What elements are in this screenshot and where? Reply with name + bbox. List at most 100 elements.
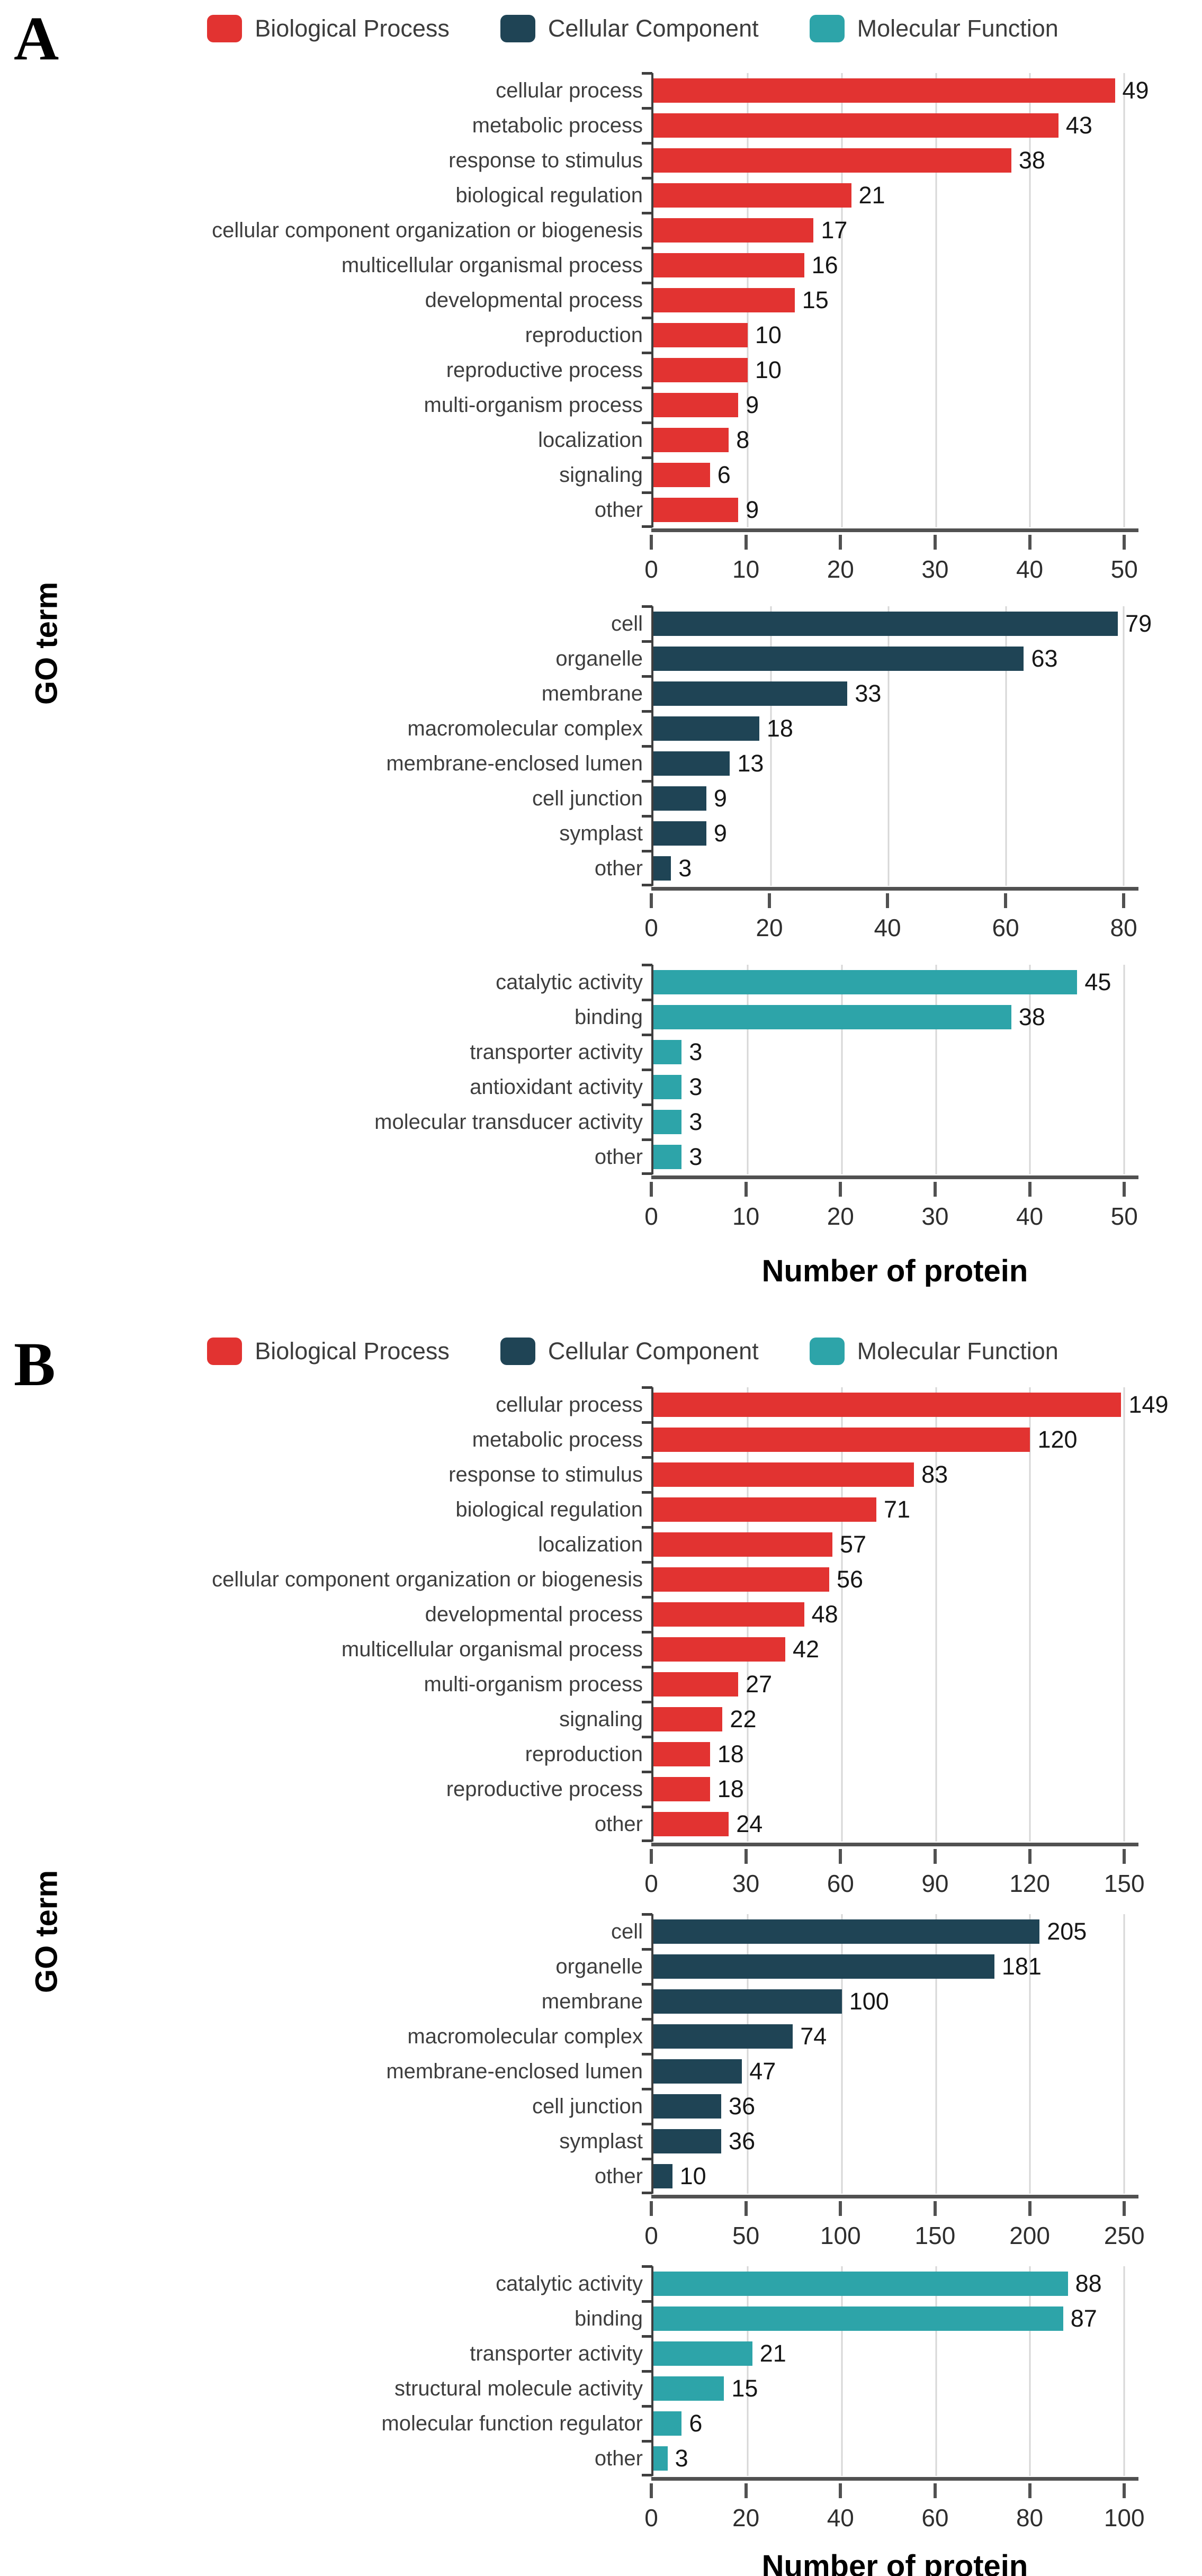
- category-label: localization: [538, 1533, 643, 1556]
- x-axis-tick-label: 0: [644, 2504, 658, 2532]
- bar-row: 79: [653, 606, 1152, 641]
- category-label: metabolic process: [472, 1428, 643, 1451]
- y-axis-tick: [642, 1526, 652, 1529]
- value-label: 27: [746, 1671, 773, 1698]
- y-axis-title-go-term: GO term: [29, 581, 64, 705]
- gridline: [747, 965, 749, 1174]
- bar-row: 15: [653, 283, 1138, 318]
- bar-row: 45: [653, 965, 1138, 1000]
- bar: [653, 1672, 739, 1697]
- category-label: cell: [611, 612, 643, 635]
- plot-column: 205 181 100 74 47 36 36 10 0 50 100 150 200 250: [642, 1913, 1145, 2254]
- category-label: cell junction: [532, 2095, 643, 2118]
- gridline: [887, 606, 890, 886]
- bar: [653, 1040, 682, 1064]
- value-label: 8: [736, 426, 750, 453]
- x-axis-tick: 0: [644, 535, 658, 583]
- plot-column: 45 38 3 3 3 3 0 10 20 30 40 50: [642, 964, 1138, 1234]
- category-label: organelle: [555, 647, 643, 670]
- bar-chart-a-biological-process: cellular process metabolic process respons…: [64, 72, 1202, 587]
- x-axis-tick-label: 60: [827, 1870, 854, 1897]
- gridlines: [653, 2266, 1138, 2476]
- value-label: 36: [729, 2128, 756, 2155]
- legend-swatch-molecular-function: [809, 1338, 845, 1365]
- x-axis-tick-label: 20: [756, 914, 783, 941]
- plot-area: 45 38 3 3 3 3: [642, 964, 1138, 1175]
- bar: [653, 1567, 829, 1592]
- bar: [653, 2411, 682, 2436]
- y-axis-tick: [642, 525, 652, 528]
- bar-row: 13: [653, 746, 1138, 781]
- gridline: [841, 1914, 843, 2194]
- x-axis-tick-label: 60: [921, 2504, 949, 2532]
- bar-row: 88: [653, 2266, 1138, 2301]
- value-label: 38: [1018, 1003, 1045, 1030]
- value-label: 10: [679, 2162, 706, 2189]
- bar: [653, 2306, 1063, 2331]
- legend-item-molecular-function: Molecular Function: [809, 1338, 1059, 1365]
- x-axis-tick-label: 40: [1016, 1202, 1044, 1230]
- bar: [653, 2094, 722, 2119]
- bar: [653, 1532, 832, 1557]
- bar-row: 10: [653, 318, 1138, 353]
- y-axis-tick: [642, 964, 652, 966]
- legend-label: Biological Process: [255, 1338, 450, 1365]
- bar-chart-a-molecular-function: catalytic activity binding transporter act…: [64, 964, 1202, 1234]
- plot-column: 49 43 38 21 17 16 15 10 10 9 8 6 9 0 10 20 30 40 50: [642, 72, 1149, 587]
- category-label: localization: [538, 428, 643, 452]
- x-axis-tick: 30: [921, 535, 949, 583]
- bar-row: 120: [653, 1422, 1138, 1457]
- bar: [653, 253, 804, 277]
- bar-row: 43: [653, 108, 1138, 143]
- bar: [653, 647, 1024, 671]
- value-label: 49: [1122, 77, 1149, 104]
- bar-row: 3: [653, 1105, 1138, 1139]
- y-axis-tick: [642, 142, 652, 145]
- panel-a-letter: A: [14, 4, 59, 73]
- category-label: signaling: [559, 1708, 643, 1731]
- x-axis-tick-label: 150: [914, 2222, 956, 2249]
- x-axis-tick-label: 250: [1104, 2222, 1145, 2249]
- gridlines: [653, 1914, 1138, 2194]
- y-axis-tick: [642, 247, 652, 249]
- category-label: cellular component organization or bioge…: [212, 219, 643, 242]
- category-label: organelle: [555, 1955, 643, 1978]
- bar: [653, 393, 739, 417]
- bar-chart-a-cellular-component: cell organelle membrane macromolecular comp…: [64, 605, 1202, 946]
- x-axis-tick: 40: [827, 2483, 854, 2532]
- y-axis-tick: [642, 282, 652, 284]
- bars: 205 181 100 74 47 36 36 10: [653, 1914, 1138, 2194]
- bar: [653, 1812, 729, 1836]
- bar: [653, 1742, 710, 1766]
- legend-label: Molecular Function: [857, 1338, 1059, 1365]
- bar-row: 38: [653, 1000, 1138, 1035]
- y-axis-tick: [642, 1948, 652, 1951]
- bar-row: 21: [653, 2336, 1138, 2371]
- y-axis-tick: [642, 815, 652, 818]
- category-label: macromolecular complex: [407, 2025, 643, 2048]
- value-label: 10: [755, 356, 782, 383]
- bar-chart-b-cellular-component: cell organelle membrane macromolecular comp…: [64, 1913, 1202, 2254]
- gridline: [770, 606, 772, 886]
- x-axis-tick-label: 40: [1016, 555, 1044, 583]
- x-axis-tick-label: 30: [732, 1870, 760, 1897]
- value-label: 3: [689, 1143, 703, 1170]
- category-labels: catalytic activity binding transporter act…: [64, 2266, 651, 2536]
- x-axis-tick: 0: [644, 1182, 658, 1230]
- x-axis-tick: 80: [1110, 893, 1137, 941]
- y-axis-tick: [642, 1491, 652, 1494]
- panel-a: A Biological Process Cellular Component …: [0, 0, 1202, 1287]
- value-label: 43: [1065, 112, 1092, 139]
- bar-row: 9: [653, 781, 1138, 816]
- bar: [653, 1707, 723, 1731]
- bar-chart-b-molecular-function: catalytic activity binding transporter act…: [64, 2265, 1202, 2536]
- gridline: [747, 1914, 749, 2194]
- x-axis-tick-label: 100: [1104, 2504, 1145, 2532]
- value-label: 120: [1037, 1426, 1078, 1453]
- bar-row: 38: [653, 143, 1138, 178]
- x-axis-tick: 20: [827, 535, 854, 583]
- y-axis-tick: [642, 1386, 652, 1389]
- bars: 49 43 38 21 17 16 15 10 10 9 8 6 9: [653, 73, 1149, 527]
- y-axis-tick: [642, 884, 652, 886]
- bar-row: 3: [653, 1139, 1138, 1174]
